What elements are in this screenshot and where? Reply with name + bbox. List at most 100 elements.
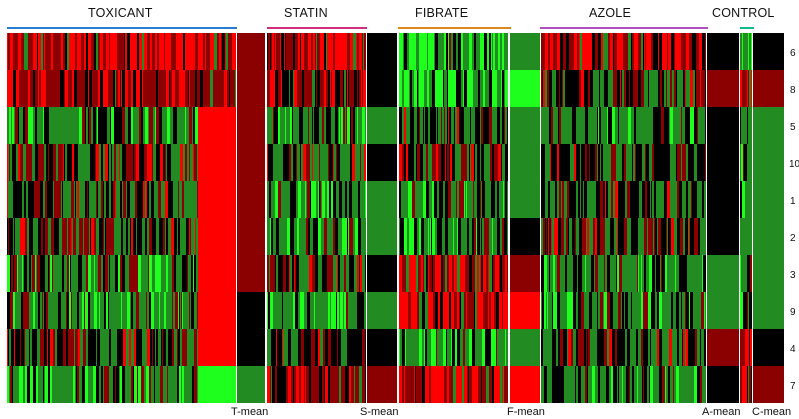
statin-block-cell [324, 292, 326, 329]
toxicant-block-cell [190, 366, 192, 403]
toxicant-block-cell [119, 292, 121, 329]
toxicant-block-cell [163, 366, 165, 403]
statin-block-cell [332, 366, 334, 403]
toxicant-block-cell [156, 181, 157, 218]
azole-block-cell [659, 144, 661, 181]
fibrate-block-cell [446, 329, 447, 366]
statin-block-cell [354, 255, 357, 292]
statin-block-cell [311, 292, 314, 329]
azole-block-cell [654, 329, 657, 366]
fibrate-block-cell [445, 255, 447, 292]
toxicant-block-cell [20, 329, 21, 366]
statin-block-cell [328, 366, 330, 403]
statin-block-cell [342, 181, 345, 218]
statin-block-cell [333, 107, 335, 144]
azole-block-cell [582, 218, 583, 255]
toxicant-block-cell [127, 181, 130, 218]
toxicant-block-cell [147, 292, 149, 329]
fibrate-block-cell [497, 181, 499, 218]
toxicant-block-cell [189, 70, 190, 107]
azole-block-cell [608, 33, 610, 70]
control-block-cell [742, 366, 745, 403]
toxicant-block-cell [149, 255, 152, 292]
toxicant-block-cell [186, 292, 189, 329]
toxicant-block-cell [171, 144, 173, 181]
fibrate-block-cell [500, 366, 502, 403]
azole-block-cell [640, 70, 641, 107]
azole-block-cell [657, 329, 659, 366]
toxicant-block-cell [122, 181, 123, 218]
toxicant-block-cell [56, 33, 58, 70]
toxicant-block-cell [136, 255, 138, 292]
azole-block-cell [613, 181, 614, 218]
toxicant-block-cell [132, 292, 133, 329]
azole-block-cell [660, 70, 662, 107]
toxicant-block-cell [58, 292, 61, 329]
fibrate-block-cell [419, 366, 420, 403]
azole-block-cell [677, 70, 680, 107]
toxicant-block-cell [17, 33, 18, 70]
toxicant-block-cell [179, 181, 180, 218]
toxicant-block-cell [44, 107, 46, 144]
fibrate-block-cell [447, 255, 449, 292]
toxicant-block-cell [103, 33, 105, 70]
azole-block-cell [667, 144, 669, 181]
group-label-azole: AZOLE [589, 6, 631, 20]
fibrate-block-cell [470, 107, 471, 144]
azole-block-cell [566, 366, 568, 403]
toxicant-block-cell [131, 292, 132, 329]
toxicant-block-cell [148, 70, 151, 107]
statin-block-cell [314, 292, 315, 329]
toxicant-block-cell [46, 292, 48, 329]
azole-block-cell [650, 181, 651, 218]
toxicant-block-cell [180, 107, 182, 144]
statin-block-cell [323, 329, 325, 366]
azole-block-cell [572, 181, 573, 218]
fibrate-block-cell [502, 107, 504, 144]
toxicant-block-cell [80, 33, 81, 70]
azole-block-cell [633, 70, 636, 107]
statin-block-cell [330, 292, 331, 329]
toxicant-block-cell [129, 329, 131, 366]
statin-block-cell [306, 255, 309, 292]
azole-block-cell [681, 107, 682, 144]
toxicant-block-cell [7, 181, 8, 218]
fibrate-block-cell [486, 255, 488, 292]
azole-block-cell [597, 181, 600, 218]
toxicant-block-cell [116, 181, 118, 218]
fibrate-block-cell [402, 181, 403, 218]
toxicant-block-cell [179, 144, 180, 181]
toxicant-block-cell [85, 107, 86, 144]
azole-block-cell [598, 33, 601, 70]
azole-block-cell [581, 144, 582, 181]
toxicant-block-cell [172, 329, 174, 366]
azole-block-cell [652, 70, 655, 107]
fibrate-block-cell [477, 292, 480, 329]
azole-block-cell [669, 292, 670, 329]
toxicant-block-cell [183, 292, 186, 329]
fibrate-block-cell [426, 181, 429, 218]
fibrate-block-cell [481, 218, 482, 255]
azole-block-cell [652, 255, 655, 292]
azole-block-cell [674, 366, 676, 403]
azole-block-cell [610, 329, 612, 366]
toxicant-block-cell [72, 144, 74, 181]
azole-block-cell [613, 218, 614, 255]
fibrate-block-cell [473, 181, 474, 218]
mean-column-cell [367, 366, 397, 403]
toxicant-block-cell [176, 255, 178, 292]
toxicant-block-cell [123, 181, 126, 218]
azole-block-cell [655, 292, 657, 329]
statin-block-cell [304, 70, 305, 107]
statin-block-cell [333, 218, 335, 255]
toxicant-block-cell [136, 292, 139, 329]
toxicant-block-cell [41, 107, 43, 144]
toxicant-block-cell [55, 366, 58, 403]
toxicant-block-cell [23, 255, 24, 292]
toxicant-block-cell [61, 33, 63, 70]
toxicant-block-cell [124, 33, 125, 70]
toxicant-block-cell [100, 218, 102, 255]
azole-block-cell [568, 218, 569, 255]
fibrate-block-cell [468, 329, 469, 366]
toxicant-block-cell [64, 107, 67, 144]
